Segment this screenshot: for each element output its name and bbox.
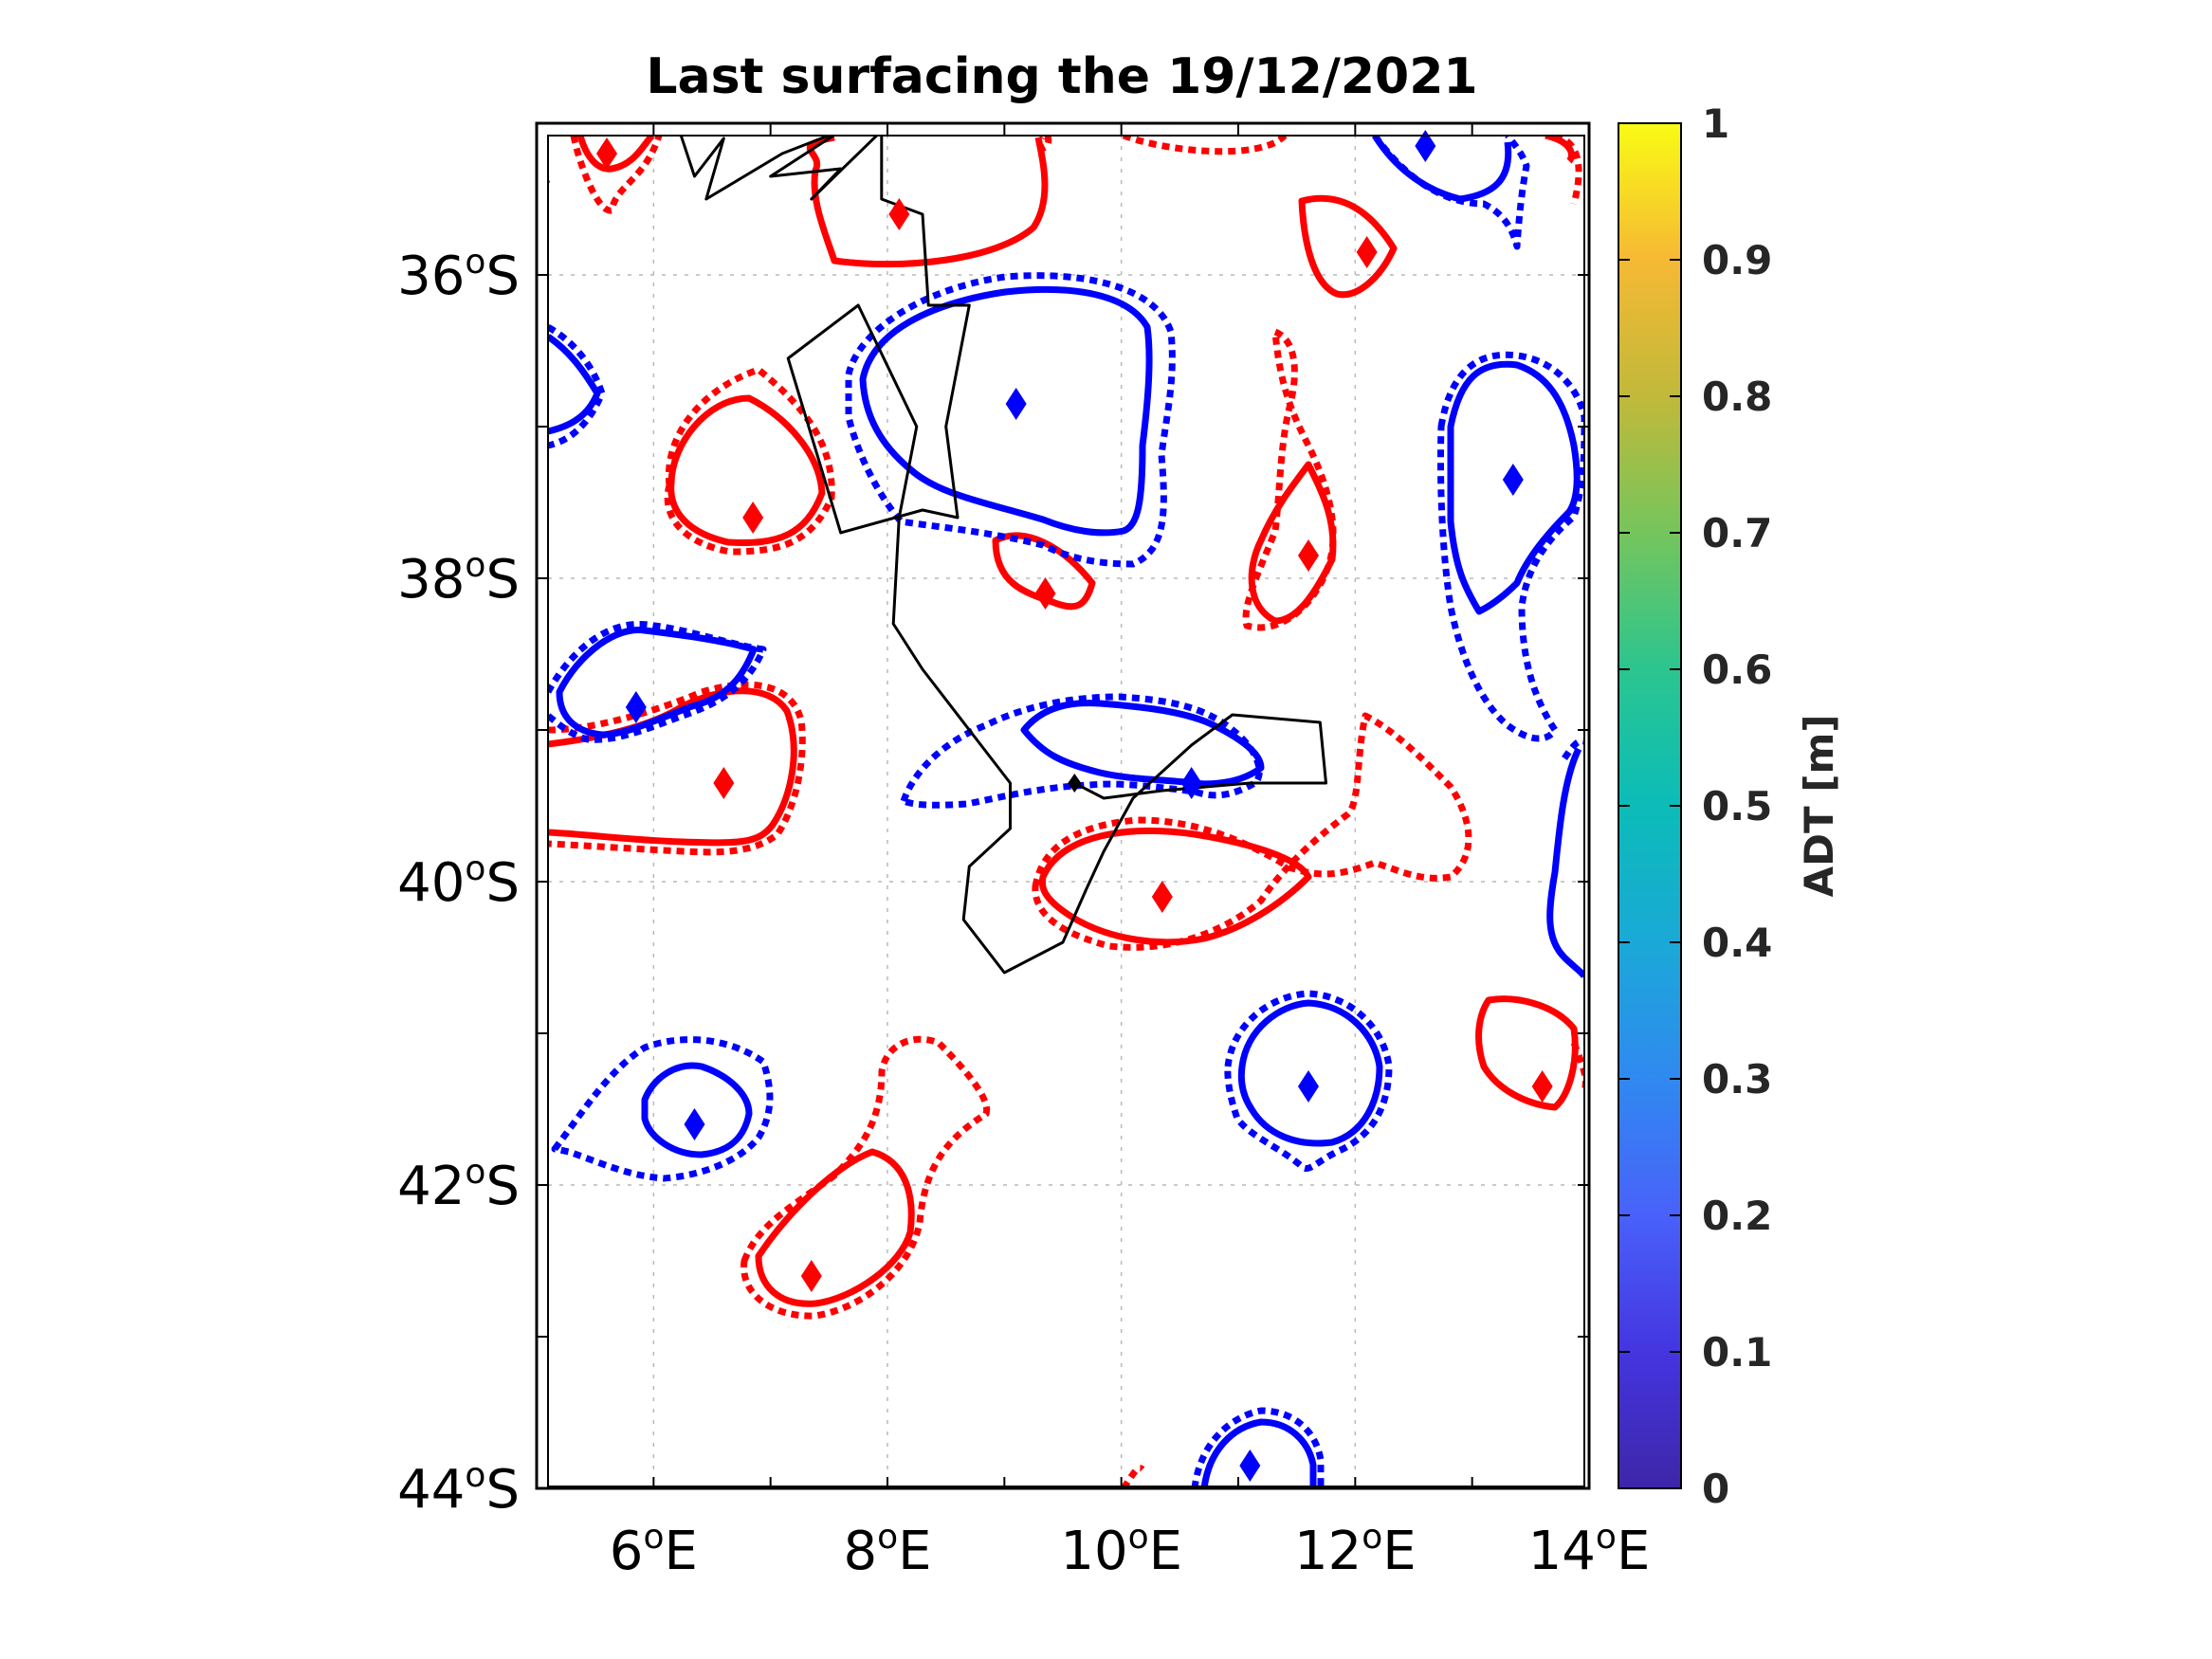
float-track	[679, 136, 1327, 975]
colorbar-tick-label: 0.3	[1702, 1056, 1772, 1103]
blue-eddy-center-marker	[1415, 130, 1436, 162]
map-title: Last surfacing the 19/12/2021	[646, 48, 1477, 105]
longitude-labels: 6oE 8oE 10oE 12oE 14oE	[610, 1518, 1651, 1582]
blue-eddy-contour-outer	[548, 323, 606, 449]
blue-eddy-center-marker	[684, 1108, 705, 1140]
red-eddy-contour-outer	[740, 1035, 991, 1320]
red-eddy-center-marker	[742, 501, 764, 534]
colorbar-ticks: 0 0.1 0.2 0.3 0.4 0.5 0.6 0.7 0.8 0.9 1	[1618, 100, 1772, 1512]
blue-eddy-contour	[548, 334, 601, 435]
blue-eddy-contour	[1546, 747, 1584, 979]
latitude-labels: 36oS 38oS 40oS 42oS 44oS	[397, 243, 520, 1521]
red-eddy-center-marker	[1034, 577, 1056, 610]
lon-label: 6oE	[610, 1518, 698, 1582]
map-frame	[535, 121, 1591, 1490]
blue-eddy-contour-outer	[845, 272, 1176, 568]
red-eddy-contour-outer	[548, 681, 806, 856]
eddy-contours	[548, 136, 1584, 1486]
map-ticks	[536, 122, 1590, 1489]
blue-eddy-contour-outer	[548, 621, 767, 743]
blue-eddy-contour	[556, 626, 758, 738]
blue-eddy-center-marker	[1180, 767, 1202, 799]
red-eddy-contour	[992, 532, 1096, 611]
blue-eddy-contour-outer	[900, 693, 1263, 809]
red-eddy-contour	[806, 136, 1049, 268]
blue-eddy-contour	[1237, 999, 1383, 1147]
red-eddy-contour	[755, 1148, 915, 1307]
red-eddy-contour-outer	[1122, 136, 1288, 155]
colorbar-tick-label: 0.8	[1702, 374, 1772, 420]
colorbar-tick-label: 0.9	[1702, 237, 1772, 283]
red-eddy-center-marker	[800, 1260, 822, 1292]
map-inner-frame	[547, 135, 1585, 1487]
red-eddy-contour	[1475, 995, 1579, 1111]
blue-eddy-contour	[1200, 1418, 1317, 1486]
colorbar-tick-label: 0.2	[1702, 1193, 1772, 1239]
blue-eddy-contour	[859, 285, 1153, 537]
blue-eddy-contour	[641, 1062, 753, 1158]
lon-label: 8oE	[843, 1518, 931, 1582]
red-eddy-center-marker	[1151, 881, 1173, 913]
map-area	[535, 121, 1591, 1490]
blue-eddy-contour	[1447, 360, 1581, 615]
last-surfacing-marker	[1068, 774, 1082, 793]
blue-eddy-center-marker	[625, 691, 647, 723]
colorbar-tick-label: 0	[1702, 1466, 1729, 1512]
blue-eddy-center-marker	[1298, 1070, 1319, 1103]
blue-eddy-center-marker	[1005, 388, 1027, 420]
lat-label: 40oS	[397, 849, 520, 914]
colorbar-tick-label: 0.5	[1702, 783, 1772, 830]
eddy-centers	[596, 130, 1553, 1482]
red-eddy-contour	[1298, 194, 1398, 299]
colorbar-tick-label: 0.7	[1702, 510, 1772, 556]
blue-eddy-center-marker	[1239, 1449, 1261, 1482]
red-eddy-contour-outer	[1553, 136, 1582, 205]
red-eddy-contour-outer	[1036, 136, 1052, 152]
colorbar-tick-label: 1	[1702, 100, 1729, 147]
colorbar: 0 0.1 0.2 0.3 0.4 0.5 0.6 0.7 0.8 0.9 1 ADT [m]	[1618, 100, 1842, 1512]
gridlines	[537, 123, 1589, 1488]
blue-eddy-contour	[1020, 700, 1265, 788]
blue-eddy-contour-outer	[551, 1036, 774, 1182]
red-eddy-contour-outer	[570, 136, 663, 214]
red-eddy-center-marker	[713, 767, 735, 799]
blue-eddy-contour-outer	[1562, 738, 1584, 760]
lat-label: 38oS	[397, 546, 520, 611]
red-eddy-center-marker	[888, 198, 910, 230]
red-eddy-center-marker	[1356, 236, 1378, 268]
red-eddy-contour	[1248, 461, 1337, 625]
lat-label: 44oS	[397, 1456, 520, 1521]
red-eddy-contour	[1038, 827, 1312, 946]
colorbar-tick-label: 0.1	[1702, 1329, 1772, 1376]
red-eddy-center-marker	[1298, 539, 1319, 572]
last-surfacing-diamond	[1068, 774, 1082, 793]
lon-label: 14oE	[1528, 1518, 1651, 1582]
red-eddy-contour	[667, 394, 826, 546]
colorbar-tick-label: 0.6	[1702, 647, 1772, 693]
red-eddy-center-marker	[1531, 1070, 1553, 1103]
red-eddy-contour-outer	[1032, 712, 1472, 951]
lon-label: 10oE	[1060, 1518, 1182, 1582]
colorbar-label: ADT [m]	[1796, 715, 1842, 898]
red-eddy-contour	[1121, 1465, 1145, 1486]
blue-eddy-center-marker	[1502, 464, 1524, 496]
colorbar-tick-label: 0.4	[1702, 920, 1772, 966]
red-eddy-contour-outer	[664, 366, 835, 556]
red-eddy-contour-outer	[1242, 328, 1337, 631]
blue-eddy-contour-outer	[1191, 1407, 1325, 1486]
blue-eddy-contour-outer	[1372, 136, 1530, 250]
red-eddy-contour	[576, 136, 655, 173]
lon-label: 12oE	[1294, 1518, 1417, 1582]
lat-label: 42oS	[397, 1153, 520, 1217]
lat-label: 36oS	[397, 243, 520, 307]
red-eddy-center-marker	[596, 137, 617, 170]
red-eddy-contour	[1545, 136, 1575, 164]
blue-eddy-contour-outer	[1224, 990, 1393, 1172]
